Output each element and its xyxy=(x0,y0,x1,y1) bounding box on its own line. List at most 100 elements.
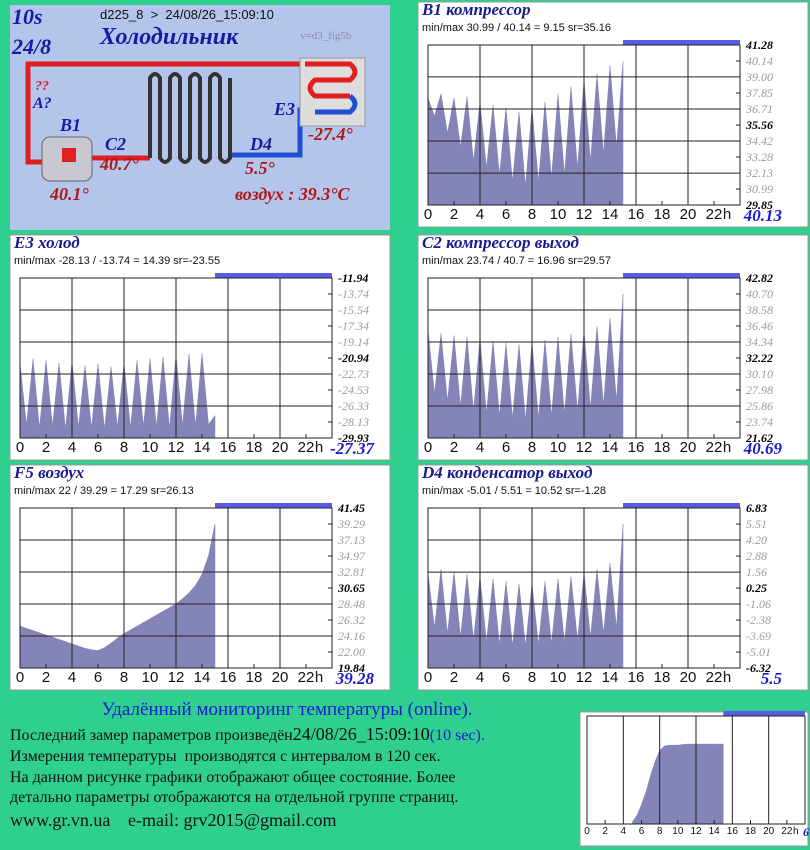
y-tick-label: 37.85 xyxy=(745,86,773,100)
chart-title: F5 воздух xyxy=(13,463,85,482)
interval: 10s xyxy=(12,4,43,29)
x-tick-label: 12 xyxy=(576,669,593,686)
x-tick-label: 20 xyxy=(272,669,289,686)
y-tick-label: 42.82 xyxy=(745,271,773,285)
date: 24/8 xyxy=(11,34,51,59)
x-tick-label: 16 xyxy=(628,206,645,223)
x-tick-label: 22 xyxy=(298,439,315,456)
chart: E3 холод min/max -28.13 / -13.74 = 14.39 … xyxy=(9,233,391,461)
chart: C2 компрессор выход min/max 23.74 / 40.7 … xyxy=(417,233,809,461)
x-tick-label: 22 xyxy=(298,669,315,686)
x-tick-label: 18 xyxy=(246,439,263,456)
status-bar xyxy=(623,503,740,508)
x-tick-label: 8 xyxy=(120,439,128,456)
last-time: 24/08/26_15:09:10 xyxy=(293,724,430,744)
x-tick-label: 12 xyxy=(168,439,185,456)
x-tick-label: 4 xyxy=(68,669,76,686)
x-tick-label: 6 xyxy=(94,439,102,456)
y-tick-label: 21.62 xyxy=(745,431,773,445)
y-tick-label: -28.13 xyxy=(338,415,369,429)
x-tick-label: 20 xyxy=(680,206,697,223)
e3-temp: -27.4° xyxy=(308,124,353,144)
x-axis-unit: h xyxy=(315,439,323,456)
y-tick-label: -5.01 xyxy=(746,645,771,659)
x-tick-label: 6 xyxy=(502,669,510,686)
x-tick-label: 20 xyxy=(763,826,775,837)
y-tick-label: -17.34 xyxy=(338,319,369,333)
y-tick-label: -19.14 xyxy=(338,335,369,349)
c2-temp: 40.7° xyxy=(99,154,140,174)
y-tick-label: 34.34 xyxy=(745,335,773,349)
chart-title: E3 холод xyxy=(13,233,80,252)
y-tick-label: 6.83 xyxy=(746,501,767,515)
b1-temp: 40.1° xyxy=(49,184,90,204)
y-tick-label: 5.51 xyxy=(746,517,767,531)
current-value: 6 xyxy=(803,825,809,839)
x-tick-label: 22 xyxy=(781,826,793,837)
x-tick-label: 8 xyxy=(528,439,536,456)
x-tick-label: 8 xyxy=(528,206,536,223)
x-axis-unit: h xyxy=(793,826,799,837)
temperature-area xyxy=(632,743,724,825)
x-tick-label: 16 xyxy=(727,826,739,837)
a-label: A? xyxy=(32,95,52,112)
x-tick-label: 14 xyxy=(602,206,619,223)
current-value: 5.5 xyxy=(761,669,783,688)
current-value: 39.28 xyxy=(335,669,375,688)
chart: B1 компрессор min/max 30.99 / 40.14 = 9.1… xyxy=(417,0,809,228)
y-tick-label: 2.88 xyxy=(746,549,767,563)
chart: F5 воздух min/max 22 / 39.29 = 17.29 sr=2… xyxy=(9,463,391,691)
y-tick-label: 41.28 xyxy=(745,38,773,52)
y-tick-label: 34.42 xyxy=(745,134,773,148)
footer-line: детально параметры отображаются на отдел… xyxy=(10,789,458,806)
x-tick-label: 8 xyxy=(528,669,536,686)
x-tick-label: 10 xyxy=(550,439,567,456)
site[interactable]: www.gr.vn.ua xyxy=(10,810,110,830)
c2-label: C2 xyxy=(105,134,126,154)
footer: Удалённый мониторинг температуры (online… xyxy=(10,699,485,830)
x-tick-label: 18 xyxy=(745,826,757,837)
x-tick-label: 12 xyxy=(690,826,702,837)
x-tick-label: 4 xyxy=(476,669,484,686)
x-tick-label: 14 xyxy=(602,439,619,456)
x-tick-label: 14 xyxy=(194,669,211,686)
y-tick-label: 4.20 xyxy=(746,533,767,547)
d4-temp: 5.5° xyxy=(245,158,276,178)
y-tick-label: -6.32 xyxy=(746,661,771,675)
y-tick-label: -2.38 xyxy=(746,613,771,627)
email[interactable]: e-mail: grv2015@gmail.com xyxy=(128,810,337,830)
y-tick-label: 30.65 xyxy=(337,581,365,595)
status-bar xyxy=(623,40,740,45)
x-tick-label: 6 xyxy=(94,669,102,686)
y-tick-label: 37.13 xyxy=(337,533,365,547)
compressor-core xyxy=(62,148,76,162)
x-axis-unit: h xyxy=(315,669,323,686)
status-bar xyxy=(723,711,805,716)
b1-label: B1 xyxy=(59,115,81,135)
status-bar xyxy=(215,503,332,508)
x-tick-label: 0 xyxy=(16,669,24,686)
current-value: 40.13 xyxy=(743,206,783,225)
y-tick-label: 32.13 xyxy=(745,166,773,180)
version: v=d3_fig5b xyxy=(300,30,352,42)
y-tick-label: 24.16 xyxy=(338,629,365,643)
x-tick-label: 20 xyxy=(680,439,697,456)
y-tick-label: 25.86 xyxy=(746,399,773,413)
x-tick-label: 10 xyxy=(550,206,567,223)
y-tick-label: -20.94 xyxy=(338,351,369,365)
y-tick-label: 30.99 xyxy=(745,182,773,196)
y-tick-label: 34.97 xyxy=(337,549,366,563)
current-value: 40.69 xyxy=(743,439,783,458)
x-tick-label: 2 xyxy=(450,206,458,223)
x-tick-label: 20 xyxy=(680,669,697,686)
x-tick-label: 22 xyxy=(706,439,723,456)
y-tick-label: 1.56 xyxy=(746,565,767,579)
status-bar xyxy=(215,273,332,278)
y-tick-label: 39.29 xyxy=(337,517,365,531)
y-tick-label: -3.69 xyxy=(746,629,771,643)
x-tick-label: 12 xyxy=(576,206,593,223)
y-tick-label: 36.46 xyxy=(745,319,773,333)
x-tick-label: 2 xyxy=(450,669,458,686)
evaporator-coil xyxy=(315,94,358,115)
